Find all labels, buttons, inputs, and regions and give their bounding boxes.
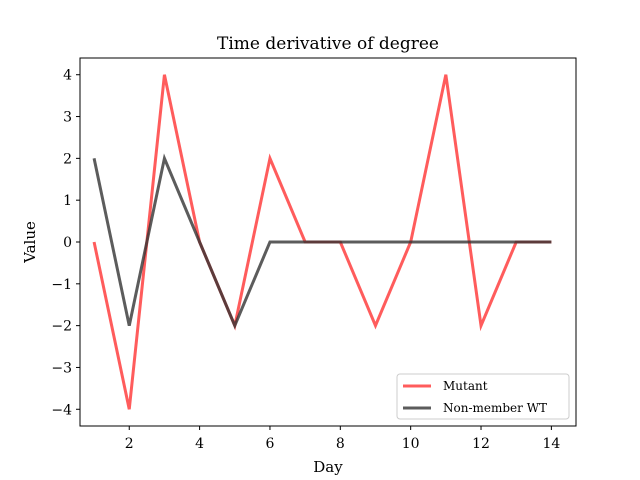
x-tick-label: 8 — [336, 436, 345, 452]
x-axis-ticks: 2 4 6 8 10 12 14 — [125, 426, 560, 452]
x-tick-label: 2 — [125, 436, 134, 452]
chart-title: Time derivative of degree — [217, 34, 439, 54]
x-tick-label: 10 — [402, 436, 420, 452]
y-tick-label: 4 — [63, 68, 72, 84]
x-tick-label: 14 — [542, 436, 560, 452]
y-tick-label: 1 — [63, 193, 72, 209]
x-tick-label: 6 — [265, 436, 274, 452]
series-group — [92, 74, 552, 410]
y-tick-label: −1 — [51, 277, 72, 293]
y-tick-label: −3 — [51, 360, 72, 376]
y-tick-label: −2 — [51, 319, 72, 335]
legend-label: Mutant — [443, 379, 488, 393]
y-axis-ticks: 4 3 2 1 0 −1 −2 −3 −4 — [51, 68, 80, 418]
legend-label: Non-member WT — [443, 401, 547, 415]
y-tick-label: 3 — [63, 110, 72, 126]
x-axis-label: Day — [313, 458, 343, 476]
y-tick-label: 2 — [63, 151, 72, 167]
y-axis-label: Value — [21, 221, 39, 264]
x-tick-label: 4 — [195, 436, 204, 452]
y-tick-label: 0 — [63, 235, 72, 251]
legend-box — [396, 373, 570, 420]
y-tick-label: −4 — [51, 402, 72, 418]
series-line-non-member-wt — [92, 153, 552, 330]
x-tick-label: 12 — [472, 436, 490, 452]
legend: Mutant Non-member WT — [396, 373, 570, 420]
